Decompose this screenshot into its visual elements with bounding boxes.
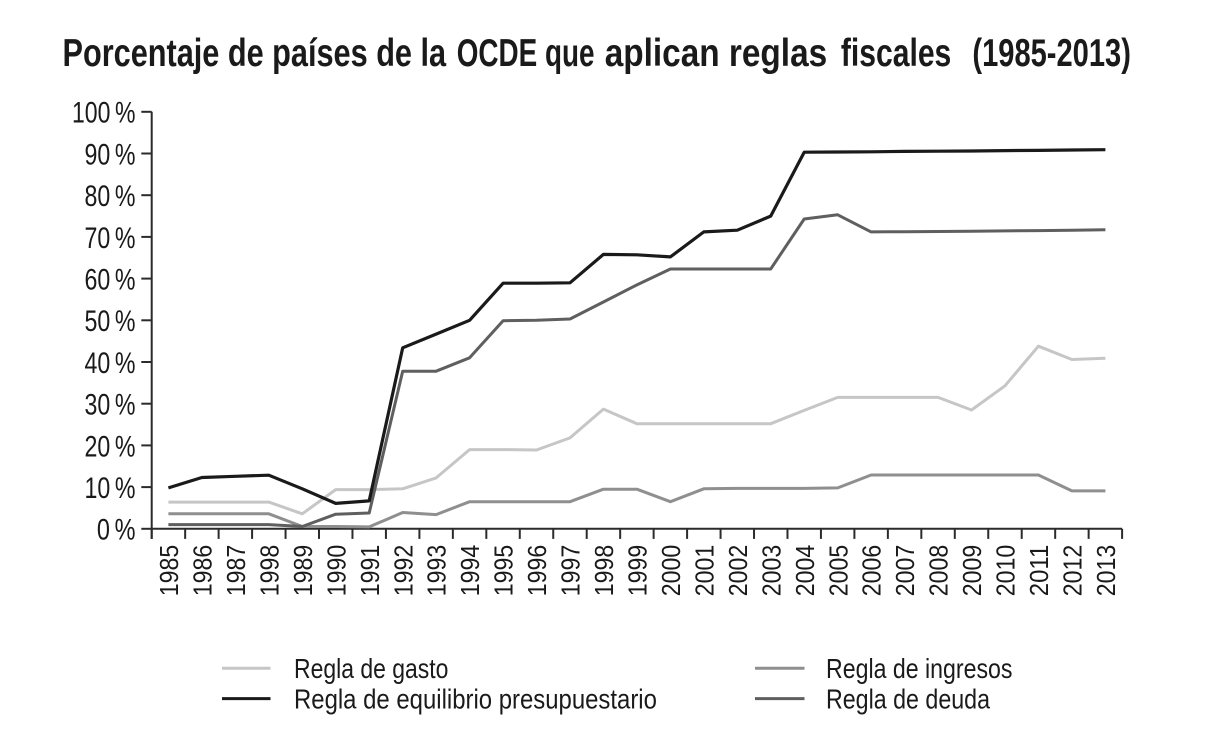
svg-text:aplican reglas: aplican reglas: [605, 32, 828, 75]
svg-text:(1985-2013): (1985-2013): [972, 32, 1131, 75]
svg-text:20 %: 20 %: [85, 430, 136, 463]
svg-text:2005: 2005: [823, 545, 853, 597]
svg-text:Porcentaje de países de la: Porcentaje de países de la: [63, 32, 447, 75]
svg-text:1987: 1987: [221, 545, 251, 597]
svg-text:1995: 1995: [489, 545, 519, 597]
svg-text:40 %: 40 %: [85, 347, 136, 380]
svg-text:1998: 1998: [589, 545, 619, 597]
svg-text:80 %: 80 %: [85, 180, 136, 213]
svg-text:Regla de ingresos: Regla de ingresos: [826, 653, 1013, 684]
svg-text:1990: 1990: [321, 545, 351, 597]
svg-text:Regla de equilibrio presupuest: Regla de equilibrio presupuestario: [294, 684, 657, 715]
svg-text:1998: 1998: [254, 545, 284, 597]
svg-text:OCDE que: OCDE que: [457, 32, 595, 75]
svg-text:60 %: 60 %: [85, 264, 136, 297]
svg-text:90 %: 90 %: [85, 138, 136, 171]
svg-text:50 %: 50 %: [85, 305, 136, 338]
svg-text:1999: 1999: [623, 545, 653, 597]
svg-text:2009: 2009: [957, 545, 987, 597]
svg-text:1992: 1992: [388, 545, 418, 597]
svg-text:10 %: 10 %: [85, 472, 136, 505]
svg-text:Regla de gasto: Regla de gasto: [294, 653, 448, 684]
svg-text:1985: 1985: [154, 545, 184, 597]
svg-text:2011: 2011: [1024, 545, 1054, 597]
svg-text:2010: 2010: [991, 545, 1021, 597]
svg-text:2002: 2002: [723, 545, 753, 597]
svg-text:2000: 2000: [656, 545, 686, 597]
svg-text:fiscales: fiscales: [841, 32, 951, 75]
svg-text:0 %: 0 %: [97, 514, 136, 547]
svg-text:2004: 2004: [790, 545, 820, 597]
svg-text:2003: 2003: [756, 545, 786, 597]
svg-text:Regla de deuda: Regla de deuda: [826, 684, 990, 715]
svg-text:2012: 2012: [1058, 545, 1088, 597]
svg-text:30 %: 30 %: [85, 389, 136, 422]
svg-text:1989: 1989: [288, 545, 318, 597]
svg-text:1986: 1986: [188, 545, 218, 597]
svg-text:1993: 1993: [422, 545, 452, 597]
svg-text:2013: 2013: [1091, 545, 1121, 597]
svg-text:1997: 1997: [556, 545, 586, 597]
svg-text:2006: 2006: [857, 545, 887, 597]
svg-text:2007: 2007: [890, 545, 920, 597]
svg-text:1994: 1994: [455, 545, 485, 597]
svg-text:1991: 1991: [355, 545, 385, 597]
svg-text:100 %: 100 %: [72, 97, 136, 130]
svg-text:2001: 2001: [689, 545, 719, 597]
svg-text:2008: 2008: [924, 545, 954, 597]
svg-text:70 %: 70 %: [85, 222, 136, 255]
svg-text:1996: 1996: [522, 545, 552, 597]
